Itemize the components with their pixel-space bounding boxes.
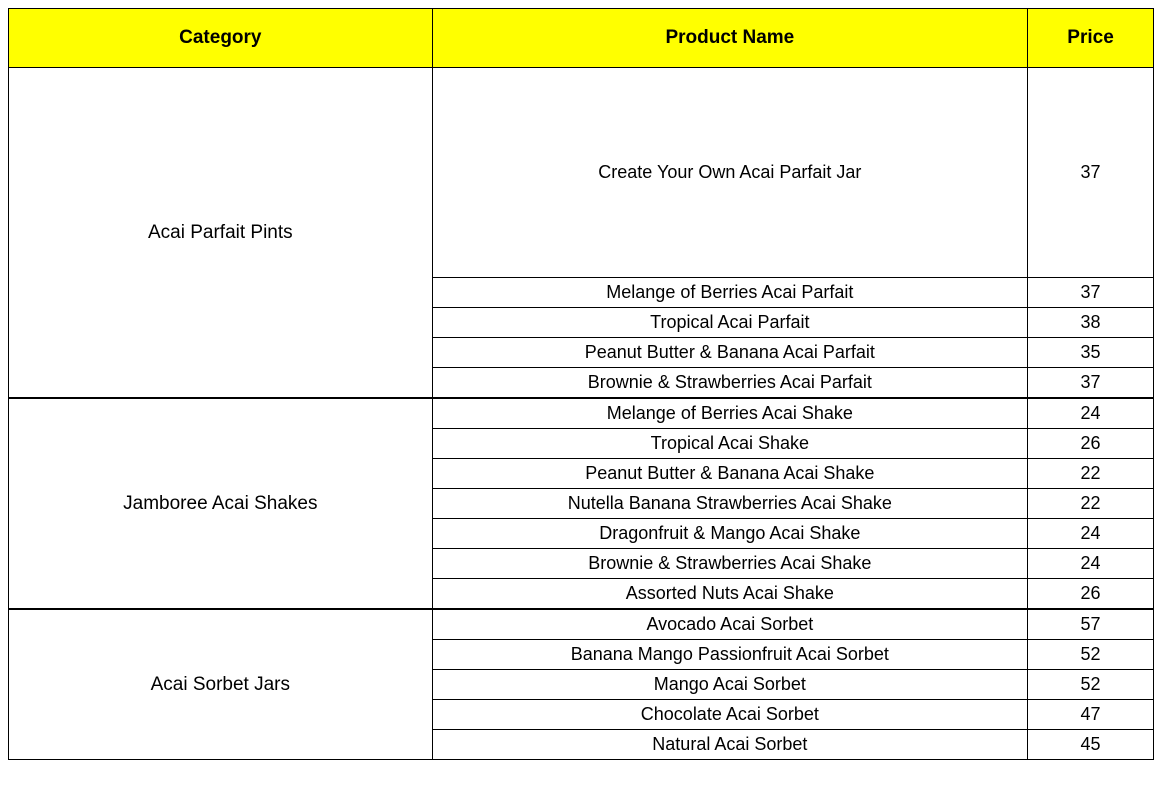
product-cell: Assorted Nuts Acai Shake <box>432 579 1027 610</box>
price-cell: 37 <box>1028 278 1154 308</box>
category-cell: Acai Parfait Pints <box>9 68 433 399</box>
product-cell: Dragonfruit & Mango Acai Shake <box>432 519 1027 549</box>
category-cell: Acai Sorbet Jars <box>9 609 433 760</box>
table-header-row: Category Product Name Price <box>9 9 1154 68</box>
price-cell: 52 <box>1028 670 1154 700</box>
price-cell: 45 <box>1028 730 1154 760</box>
price-cell: 24 <box>1028 519 1154 549</box>
header-price: Price <box>1028 9 1154 68</box>
product-cell: Create Your Own Acai Parfait Jar <box>432 68 1027 278</box>
product-cell: Nutella Banana Strawberries Acai Shake <box>432 489 1027 519</box>
product-cell: Chocolate Acai Sorbet <box>432 700 1027 730</box>
table-row: Acai Sorbet Jars Avocado Acai Sorbet 57 <box>9 609 1154 640</box>
header-category: Category <box>9 9 433 68</box>
price-cell: 24 <box>1028 549 1154 579</box>
price-table: Category Product Name Price Acai Parfait… <box>8 8 1154 760</box>
price-cell: 37 <box>1028 368 1154 399</box>
product-cell: Tropical Acai Shake <box>432 429 1027 459</box>
price-cell: 26 <box>1028 429 1154 459</box>
price-cell: 22 <box>1028 489 1154 519</box>
price-cell: 38 <box>1028 308 1154 338</box>
price-cell: 47 <box>1028 700 1154 730</box>
product-cell: Peanut Butter & Banana Acai Shake <box>432 459 1027 489</box>
price-cell: 52 <box>1028 640 1154 670</box>
product-cell: Avocado Acai Sorbet <box>432 609 1027 640</box>
product-cell: Banana Mango Passionfruit Acai Sorbet <box>432 640 1027 670</box>
table-row: Jamboree Acai Shakes Melange of Berries … <box>9 398 1154 429</box>
product-cell: Melange of Berries Acai Parfait <box>432 278 1027 308</box>
price-cell: 22 <box>1028 459 1154 489</box>
product-cell: Brownie & Strawberries Acai Shake <box>432 549 1027 579</box>
price-cell: 37 <box>1028 68 1154 278</box>
product-cell: Mango Acai Sorbet <box>432 670 1027 700</box>
product-cell: Tropical Acai Parfait <box>432 308 1027 338</box>
product-cell: Natural Acai Sorbet <box>432 730 1027 760</box>
category-cell: Jamboree Acai Shakes <box>9 398 433 609</box>
product-cell: Brownie & Strawberries Acai Parfait <box>432 368 1027 399</box>
price-cell: 24 <box>1028 398 1154 429</box>
product-cell: Melange of Berries Acai Shake <box>432 398 1027 429</box>
price-cell: 57 <box>1028 609 1154 640</box>
price-cell: 26 <box>1028 579 1154 610</box>
product-cell: Peanut Butter & Banana Acai Parfait <box>432 338 1027 368</box>
price-cell: 35 <box>1028 338 1154 368</box>
table-row: Acai Parfait Pints Create Your Own Acai … <box>9 68 1154 278</box>
header-product: Product Name <box>432 9 1027 68</box>
